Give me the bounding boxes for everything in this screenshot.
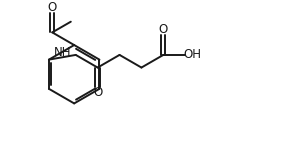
Text: O: O bbox=[48, 1, 57, 14]
Text: NH: NH bbox=[54, 46, 71, 59]
Text: O: O bbox=[93, 86, 102, 99]
Text: O: O bbox=[159, 23, 168, 36]
Text: OH: OH bbox=[184, 48, 202, 61]
